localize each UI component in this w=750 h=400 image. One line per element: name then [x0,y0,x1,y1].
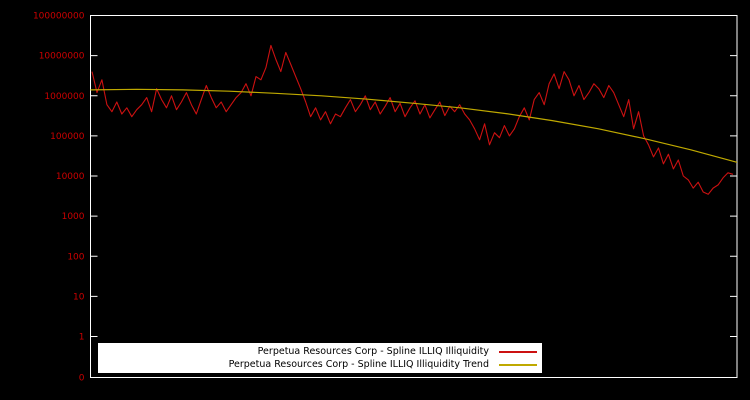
series-illiquidity-line [91,44,734,195]
y-tick-label: 10 [73,292,85,302]
series-trend-line [90,88,738,163]
legend-line-sample-illiquidity [499,350,537,353]
legend-item-trend: Perpetua Resources Corp - Spline ILLIQ I… [103,358,537,371]
legend-item-illiquidity: Perpetua Resources Corp - Spline ILLIQ I… [103,345,537,358]
y-tick-label: 100000000 [33,12,85,22]
y-tick-label: 10000000 [39,52,85,62]
y-tick-label: 0 [79,374,85,384]
y-tick-label: 1 [79,333,85,343]
y-tick-label: 100 [67,252,84,262]
legend-label-trend: Perpetua Resources Corp - Spline ILLIQ I… [228,358,489,370]
plot-frame [90,15,738,378]
legend-line-sample-trend [499,363,537,366]
y-tick-label: 1000000 [44,92,84,102]
y-tick-label: 100000 [50,132,85,142]
y-tick-label: 1000 [62,212,85,222]
legend-label-illiquidity: Perpetua Resources Corp - Spline ILLIQ I… [257,345,489,357]
y-tick-label: 10000 [56,172,85,182]
chart-legend: Perpetua Resources Corp - Spline ILLIQ I… [98,343,542,373]
